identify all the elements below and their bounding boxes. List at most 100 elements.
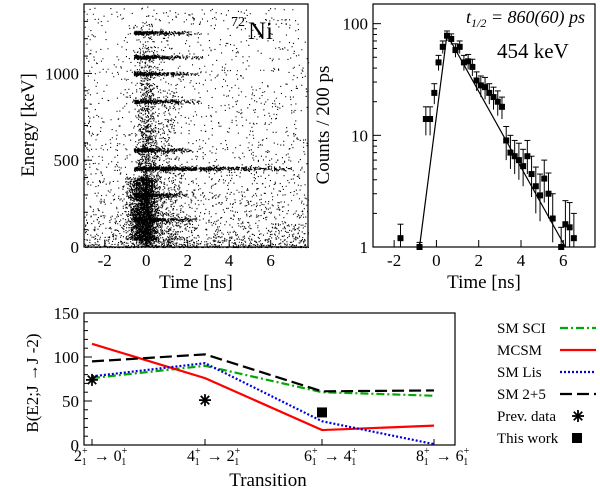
decay-point (528, 171, 535, 178)
be2-lines (91, 342, 435, 446)
be2-legend-label: SM Lis (497, 365, 542, 381)
decay-point (541, 175, 548, 182)
be2-legend-label: MCSM (497, 343, 542, 359)
heatmap-panel: -2 0 2 4 6 0 500 1000 72 Ni Time [ns] Energy [k… (18, 3, 310, 293)
be2-xtick-arrow: → (432, 448, 456, 465)
decay-point (477, 82, 484, 89)
decay-ytick-label: 10 (351, 126, 368, 145)
be2-markers (86, 373, 327, 418)
be2-prev-data-point (86, 373, 98, 386)
decay-point (558, 244, 565, 250)
be2-xticklabels: 2+ 1 → 0+ 1 4+ 1 → 2+ 1 6+ 1 → 4+ 1 8+ 1 → 6+ 1 (74, 439, 470, 468)
be2-xtick-jto: 2 (227, 448, 235, 465)
decay-point (549, 215, 556, 222)
decay-point (444, 32, 450, 39)
be2-legend-label: Prev. data (497, 409, 556, 425)
be2-xtick-label: 6+ 1 → 4+ 1 (304, 446, 358, 468)
decay-title-sub: 1/2 (471, 16, 486, 30)
be2-xtick-sup: + (82, 446, 88, 457)
decay-point (456, 43, 463, 50)
decay-point (566, 224, 573, 231)
be2-ytick-label: 0 (71, 436, 80, 455)
decay-frame (372, 3, 596, 248)
be2-xtick-label: 4+ 1 → 2+ 1 (187, 446, 241, 468)
decay-point (498, 103, 505, 110)
be2-xtick-jfrom: 6 (304, 448, 312, 465)
be2-xtick-sup: + (195, 446, 201, 457)
heatmap-annotation: Ni (248, 18, 273, 45)
decay-point (431, 89, 438, 96)
be2-xtick-sub: 1 (424, 457, 429, 468)
heatmap-xtick-label: 4 (225, 251, 234, 270)
be2-xtick-jto: 4 (344, 448, 352, 465)
heatmap-frame (83, 3, 309, 248)
decay-point (452, 47, 459, 54)
be2-xtick-arrow: → (320, 448, 344, 465)
be2-legend-asterisk (572, 410, 584, 422)
be2-legend-label: SM 2+5 (497, 387, 546, 403)
decay-point (469, 63, 476, 70)
decay-xtick-label: 2 (474, 251, 483, 270)
be2-xtick-sup: + (122, 446, 128, 457)
decay-title: t1/2 = 860(60) ps (466, 7, 585, 30)
be2-asterisk-stroke (200, 395, 210, 405)
be2-legend: SM SCI MCSM SM Lis SM 2+5 Prev. data This wor… (497, 321, 596, 447)
be2-series-line (91, 342, 435, 432)
be2-axes: 0 50 100 150 (54, 304, 92, 455)
decay-point (427, 116, 434, 123)
be2-series-line (91, 364, 435, 397)
be2-ytick-label: 100 (54, 348, 80, 367)
be2-xtick-jfrom: 8 (416, 448, 424, 465)
decay-ytick-label: 1 (360, 238, 369, 257)
decay-point (515, 157, 522, 164)
heatmap-ylabel: Energy [keV] (18, 73, 39, 177)
decay-xtick-label: 0 (432, 251, 441, 270)
be2-legend-square (572, 433, 582, 443)
be2-frame (83, 312, 456, 446)
be2-xtick-label: 2+ 1 → 0+ 1 (74, 446, 128, 468)
decay-marks (397, 30, 577, 250)
decay-point (570, 235, 577, 242)
decay-point (490, 94, 497, 101)
be2-xtick-sub: 1 (463, 457, 468, 468)
decay-point (562, 221, 569, 228)
be2-xtick-sup: + (235, 446, 241, 457)
heatmap-dots (84, 6, 310, 249)
be2-ytick-label: 150 (54, 304, 80, 323)
be2-xtick-arrow: → (203, 448, 227, 465)
be2-xtick-jfrom: 2 (74, 448, 82, 465)
heatmap-xtick-label: 6 (266, 251, 275, 270)
be2-prev-data-point (199, 394, 211, 407)
decay-point (482, 84, 489, 91)
decay-point (416, 244, 423, 250)
decay-axes: -2 0 2 4 6 1 10 100 (343, 15, 568, 270)
be2-xtick-arrow: → (90, 448, 114, 465)
be2-xtick-label: 8+ 1 → 6+ 1 (416, 446, 470, 468)
decay-point (524, 153, 531, 160)
heatmap-ytick-label: 0 (71, 238, 80, 257)
decay-point (520, 163, 527, 170)
be2-xlabel: Transition (229, 470, 307, 491)
be2-series-line (91, 353, 435, 393)
decay-point (422, 116, 429, 123)
be2-xtick-sup: + (464, 446, 470, 457)
heatmap-annotation-mass: 72 (231, 15, 245, 30)
decay-point (494, 98, 501, 105)
heatmap-xtick-label: -2 (98, 251, 112, 270)
decay-point (486, 89, 493, 96)
be2-xtick-sup: + (424, 446, 430, 457)
be2-xtick-jfrom: 4 (187, 448, 195, 465)
decay-ylabel: Counts / 200 ps (313, 66, 334, 185)
decay-point (439, 43, 446, 50)
heatmap-ytick-label: 500 (54, 151, 80, 170)
decay-point (511, 153, 518, 160)
decay-annotation: 454 keV (497, 39, 569, 63)
be2-asterisk-stroke (573, 411, 583, 421)
be2-xtick-sub: 1 (351, 457, 356, 468)
heatmap-xtick-label: 0 (142, 251, 151, 270)
heatmap-xtick-label: 2 (183, 251, 192, 270)
heatmap-axes: -2 0 2 4 6 0 500 1000 (45, 20, 275, 270)
decay-point (545, 190, 552, 197)
